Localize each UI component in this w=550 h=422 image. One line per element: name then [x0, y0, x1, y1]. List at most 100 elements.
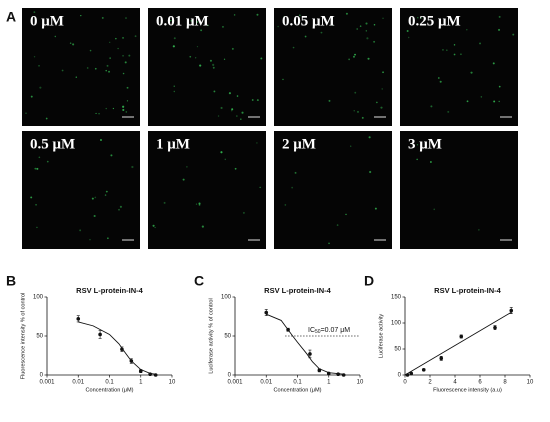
- cell-signal: [35, 203, 37, 206]
- cell-signal: [61, 69, 64, 72]
- cell-signal: [328, 99, 331, 102]
- cell-signal: [416, 158, 418, 161]
- micrograph: [148, 131, 266, 249]
- cell-signal: [256, 13, 259, 16]
- cell-signal: [118, 208, 120, 211]
- cell-signal: [134, 35, 137, 38]
- cell-signal: [260, 57, 263, 60]
- cell-signal: [282, 78, 284, 81]
- cell-signal: [447, 110, 450, 113]
- image-label: 1 μM: [156, 136, 190, 152]
- cell-signal: [128, 54, 131, 57]
- cell-signal: [470, 71, 473, 74]
- cell-signal: [199, 64, 202, 67]
- cell-signal: [348, 58, 351, 61]
- cell-signal: [131, 165, 134, 169]
- cell-signal: [154, 226, 156, 229]
- data-point: [153, 373, 158, 377]
- cell-signal: [228, 92, 231, 95]
- cell-signal: [89, 49, 92, 52]
- x-tick-label: 0.001: [39, 380, 55, 386]
- cell-signal: [373, 40, 376, 43]
- cell-signal: [304, 35, 307, 38]
- cell-signal: [328, 242, 330, 245]
- cell-signal: [223, 58, 226, 60]
- x-tick-label: 0: [403, 380, 407, 386]
- cell-signal: [173, 90, 176, 93]
- cell-signal: [350, 145, 352, 147]
- cell-signal: [190, 19, 193, 22]
- data-point: [336, 372, 340, 377]
- cell-signal: [231, 47, 234, 50]
- cell-signal: [212, 63, 215, 66]
- cell-signal: [36, 167, 39, 170]
- cell-signal: [417, 17, 419, 19]
- cell-signal: [222, 26, 224, 28]
- x-tick-label: 0.001: [227, 380, 243, 386]
- x-axis-label: Concentration (μM): [86, 387, 134, 393]
- cell-signal: [291, 186, 294, 189]
- cell-signal: [106, 64, 109, 67]
- cell-signal: [220, 151, 223, 154]
- cell-signal: [292, 46, 295, 49]
- cell-signal: [352, 55, 355, 58]
- cell-signal: [212, 66, 215, 69]
- cell-signal: [72, 43, 75, 46]
- data-point: [405, 373, 410, 377]
- cell-signal: [498, 15, 501, 18]
- cell-signal: [365, 30, 367, 32]
- cell-signal: [45, 117, 48, 120]
- cell-signal: [376, 101, 378, 104]
- cell-signal: [160, 23, 162, 25]
- cell-signal: [336, 224, 339, 226]
- cell-signal: [453, 53, 456, 56]
- cell-signal: [105, 107, 107, 110]
- cell-signal: [110, 154, 113, 157]
- cell-signal: [98, 112, 100, 115]
- data-point: [459, 334, 464, 339]
- cell-signal: [198, 202, 201, 205]
- image-label: 0.05 μM: [282, 13, 335, 29]
- cell-signal: [173, 85, 175, 87]
- cell-signal: [466, 29, 468, 31]
- cell-signal: [173, 37, 176, 40]
- cell-signal: [170, 19, 172, 22]
- cell-signal: [231, 108, 234, 111]
- cell-signal: [236, 95, 239, 97]
- data-point: [326, 371, 331, 376]
- cell-signal: [122, 108, 125, 112]
- x-axis-label: Concentration (μM): [274, 387, 322, 393]
- data-point: [264, 310, 269, 315]
- cell-signal: [100, 139, 102, 141]
- x-tick-label: 0.01: [260, 380, 272, 386]
- cell-signal: [117, 47, 119, 50]
- image-label: 0.25 μM: [408, 13, 461, 29]
- data-point: [341, 373, 346, 377]
- cell-signal: [152, 224, 155, 227]
- cell-signal: [356, 110, 360, 113]
- cell-signal: [380, 106, 383, 109]
- chart-title: RSV L-protein-IN-4: [76, 286, 143, 295]
- cell-signal: [368, 136, 371, 139]
- y-tick-label: 0: [40, 373, 44, 379]
- cell-signal: [478, 229, 480, 231]
- micrograph: [400, 131, 518, 249]
- x-tick-label: 2: [428, 380, 432, 386]
- data-point: [120, 347, 124, 352]
- y-axis-label: Luciferase activity % of control: [208, 298, 214, 374]
- cell-signal: [479, 42, 482, 45]
- cell-signal: [512, 33, 515, 36]
- cell-signal: [94, 196, 97, 199]
- panel-label: A: [6, 9, 16, 25]
- y-tick-label: 100: [391, 321, 402, 327]
- cell-signal: [460, 53, 462, 56]
- cell-signal: [189, 55, 192, 58]
- cell-signal: [209, 59, 212, 62]
- cell-signal: [124, 61, 127, 64]
- x-tick-label: 0.1: [105, 380, 114, 386]
- cell-signal: [446, 49, 448, 52]
- panel-label: B: [6, 273, 16, 289]
- cell-signal: [109, 41, 111, 43]
- data-point: [493, 325, 497, 330]
- cell-signal: [224, 158, 227, 161]
